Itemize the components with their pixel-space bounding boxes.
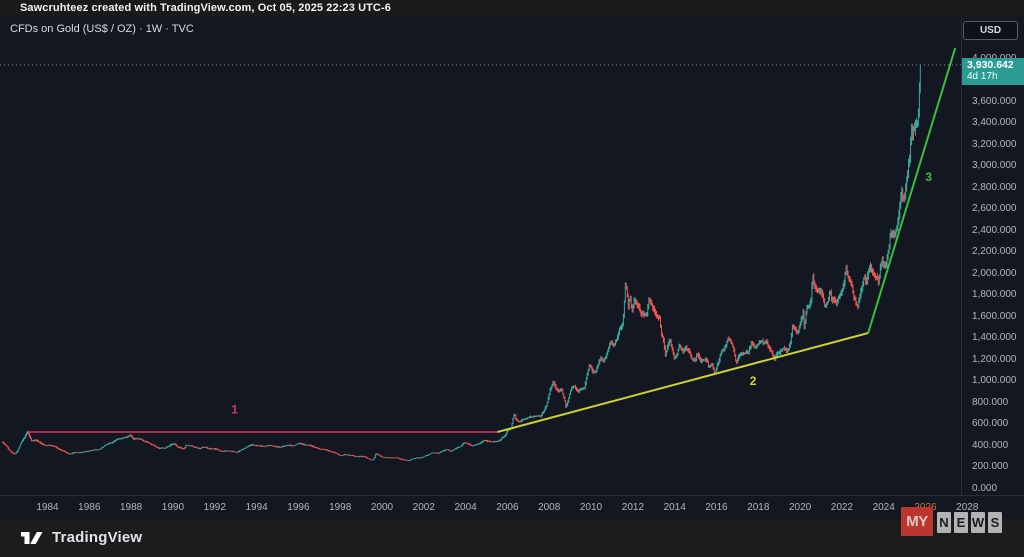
time-tick-label: 1992 xyxy=(203,502,226,513)
tradingview-brand-text: TradingView xyxy=(52,529,143,546)
tradingview-mark-icon xyxy=(21,531,43,544)
price-tick-label: 3,600.000 xyxy=(972,95,1017,107)
wave-label-1[interactable]: 1 xyxy=(231,403,238,417)
footer-bar: TradingView xyxy=(0,520,1024,557)
bar-countdown: 4d 17h xyxy=(967,71,998,82)
time-axis[interactable]: 1984 1986 1988 1990 1992 1994 1996 1998 2000 2002… xyxy=(0,495,1024,521)
time-tick-label: 2022 xyxy=(830,502,854,513)
price-tick-label: 2,800.000 xyxy=(972,181,1017,193)
attribution-bar: Sawcruhteez created with TradingView.com… xyxy=(0,0,1024,17)
price-tick-label: 3,400.000 xyxy=(972,117,1017,128)
mynews-my-box: MY xyxy=(901,507,933,536)
candles-up xyxy=(15,64,921,462)
time-tick-label: 2024 xyxy=(872,502,895,513)
time-tick-label: 1986 xyxy=(78,502,101,513)
last-price-badge: 3,930.642 4d 17h xyxy=(962,58,1024,85)
wave-3-line[interactable] xyxy=(867,47,957,334)
price-tick-label: 1,800.000 xyxy=(972,289,1017,300)
time-tick-label: 2008 xyxy=(538,502,561,513)
time-tick-label: 2014 xyxy=(663,502,686,513)
time-tick-label: 2010 xyxy=(579,502,603,513)
time-tick-label: 2006 xyxy=(496,502,519,513)
time-tick-label: 2016 xyxy=(705,502,728,513)
time-tick-label: 2002 xyxy=(412,502,435,513)
time-tick-label: 1984 xyxy=(36,502,59,513)
currency-button[interactable]: USD xyxy=(963,21,1018,40)
price-tick-label: 3,000.000 xyxy=(972,160,1017,171)
price-tick-label: 2,200.000 xyxy=(972,246,1017,257)
time-tick-label: 1990 xyxy=(161,502,185,513)
mynews-letter: S xyxy=(988,512,1002,533)
price-tick-label: 400.000 xyxy=(972,439,1009,451)
price-tick-label: 1,000.000 xyxy=(972,375,1017,386)
mynews-letter: E xyxy=(954,512,968,533)
price-tick-label: 2,600.000 xyxy=(972,203,1017,214)
time-tick-label: 1996 xyxy=(287,502,310,513)
mynews-letter: N xyxy=(937,512,951,533)
time-tick-label: 1998 xyxy=(329,502,352,513)
symbol-legend[interactable]: CFDs on Gold (US$ / OZ) · 1W · TVC xyxy=(10,23,194,35)
mynews-watermark: MY N E W S xyxy=(901,507,1002,536)
wave-label-3[interactable]: 3 xyxy=(925,170,932,184)
price-tick-label: 1,600.000 xyxy=(972,310,1017,322)
mynews-letter-row: N E W S xyxy=(937,512,1002,536)
time-tick-label: 2004 xyxy=(454,502,477,513)
wave-label-2[interactable]: 2 xyxy=(750,374,757,388)
price-tick-label: 3,200.000 xyxy=(972,138,1017,150)
price-tick-label: 1,200.000 xyxy=(972,353,1017,365)
price-tick-label: 1,400.000 xyxy=(972,332,1017,343)
time-tick-label: 1988 xyxy=(119,502,143,513)
time-tick-label: 2018 xyxy=(747,502,770,513)
price-tick-label: 0.000 xyxy=(972,482,998,494)
mynews-letter: W xyxy=(971,512,985,533)
time-tick-label: 1994 xyxy=(245,502,268,513)
price-tick-label: 2,400.000 xyxy=(972,224,1017,236)
price-axis[interactable]: 4,000.0003,800.0003,600.0003,400.0003,20… xyxy=(961,17,1024,495)
wave-2-line[interactable] xyxy=(497,332,869,433)
time-tick-label: 2028 xyxy=(956,502,979,513)
price-tick-label: 2,000.000 xyxy=(972,267,1017,279)
time-tick-label: 2020 xyxy=(788,502,812,513)
attribution-text: Sawcruhteez created with TradingView.com… xyxy=(20,2,391,14)
tradingview-logo-link[interactable]: TradingView xyxy=(20,529,142,546)
time-tick-label: 2012 xyxy=(621,502,645,513)
price-tick-label: 600.000 xyxy=(972,418,1009,429)
last-price-value: 3,930.642 xyxy=(967,59,1014,71)
time-tick-label: 2000 xyxy=(370,502,394,513)
price-tick-label: 200.000 xyxy=(972,461,1009,472)
price-tick-label: 800.000 xyxy=(972,396,1009,408)
candles-down xyxy=(2,123,913,461)
